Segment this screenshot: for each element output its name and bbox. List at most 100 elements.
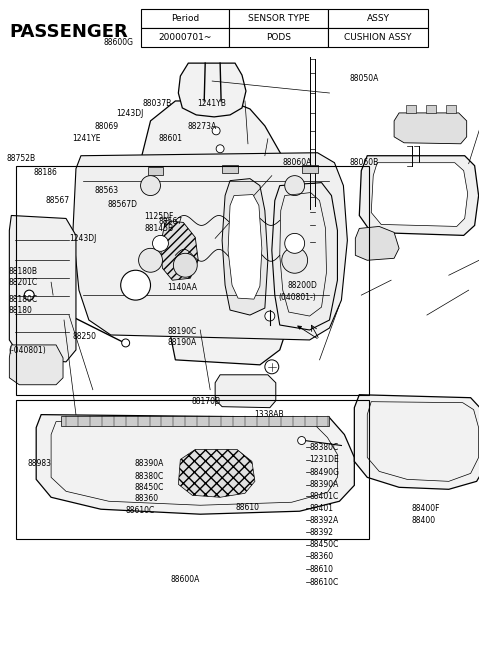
PathPatch shape — [355, 226, 399, 260]
PathPatch shape — [73, 153, 348, 340]
Bar — [16, 400, 369, 539]
Circle shape — [265, 360, 279, 374]
Circle shape — [173, 253, 197, 277]
Text: 88037B: 88037B — [142, 99, 171, 108]
Circle shape — [282, 247, 308, 273]
Text: 88983: 88983 — [28, 459, 52, 468]
Text: 1140AA: 1140AA — [168, 283, 197, 292]
Text: 88201C: 88201C — [9, 278, 37, 287]
Text: 88450C: 88450C — [134, 483, 163, 492]
PathPatch shape — [394, 113, 467, 144]
Text: 88273A: 88273A — [188, 122, 217, 131]
Polygon shape — [301, 165, 318, 173]
Text: 88752B: 88752B — [6, 154, 36, 164]
Circle shape — [212, 127, 220, 135]
Text: 88200D: 88200D — [288, 281, 318, 290]
Text: SENSOR TYPE: SENSOR TYPE — [248, 14, 310, 24]
PathPatch shape — [272, 182, 337, 330]
Text: 88145B: 88145B — [144, 224, 174, 233]
Text: 88250: 88250 — [72, 332, 96, 341]
Text: 88170B: 88170B — [192, 397, 220, 405]
Bar — [446, 105, 456, 113]
Text: 88567: 88567 — [159, 217, 183, 226]
PathPatch shape — [360, 156, 479, 235]
PathPatch shape — [215, 375, 276, 407]
Text: Period: Period — [171, 14, 199, 24]
Text: ASSY: ASSY — [367, 14, 390, 24]
Text: 88400F: 88400F — [412, 504, 440, 513]
Text: 88567: 88567 — [45, 196, 70, 205]
Text: 1231DE: 1231DE — [309, 455, 339, 464]
Circle shape — [153, 235, 168, 251]
PathPatch shape — [9, 345, 63, 385]
Circle shape — [141, 176, 160, 196]
Text: 1338AB: 1338AB — [254, 410, 284, 419]
Text: (040801-): (040801-) — [278, 293, 316, 302]
Bar — [406, 105, 416, 113]
Text: PODS: PODS — [266, 33, 291, 43]
PathPatch shape — [160, 220, 198, 280]
Text: 88190C: 88190C — [168, 327, 197, 336]
Text: 88390A: 88390A — [309, 480, 338, 489]
Bar — [16, 165, 369, 395]
Text: 88180: 88180 — [9, 306, 33, 315]
Text: 88392: 88392 — [309, 528, 333, 537]
Text: CUSHION ASSY: CUSHION ASSY — [345, 33, 412, 43]
Circle shape — [285, 233, 305, 253]
Circle shape — [139, 249, 162, 272]
Text: 88450C: 88450C — [309, 540, 338, 549]
Text: 1241YB: 1241YB — [197, 99, 226, 108]
Text: 88060B: 88060B — [350, 158, 379, 167]
Circle shape — [265, 311, 275, 321]
PathPatch shape — [9, 215, 76, 362]
Text: 88180B: 88180B — [9, 267, 37, 276]
PathPatch shape — [179, 449, 255, 497]
Bar — [141, 9, 229, 28]
PathPatch shape — [371, 163, 468, 226]
Bar — [141, 28, 229, 47]
Text: 88360: 88360 — [309, 552, 333, 560]
Text: 88190A: 88190A — [168, 338, 197, 347]
Text: 88360: 88360 — [134, 494, 158, 503]
Text: 88060A: 88060A — [283, 158, 312, 167]
PathPatch shape — [179, 63, 246, 117]
Text: 1243DJ: 1243DJ — [69, 234, 96, 243]
Text: 88380C: 88380C — [309, 443, 338, 452]
Circle shape — [285, 176, 305, 196]
Bar — [229, 28, 328, 47]
Polygon shape — [147, 167, 164, 175]
Circle shape — [120, 270, 151, 300]
Text: 88401C: 88401C — [309, 492, 338, 501]
Text: 1243DJ: 1243DJ — [116, 109, 144, 118]
Circle shape — [216, 145, 224, 153]
Text: 88490G: 88490G — [309, 468, 339, 477]
Text: 88392A: 88392A — [309, 516, 338, 525]
PathPatch shape — [36, 415, 354, 514]
PathPatch shape — [222, 179, 268, 315]
Bar — [328, 9, 428, 28]
Circle shape — [122, 339, 130, 347]
PathPatch shape — [139, 101, 305, 365]
Text: 88610C: 88610C — [125, 506, 155, 515]
Text: 88610C: 88610C — [309, 577, 338, 587]
Text: 88601: 88601 — [159, 133, 183, 143]
Text: 1241YE: 1241YE — [72, 133, 100, 143]
Bar — [426, 105, 436, 113]
Text: 88600G: 88600G — [103, 38, 133, 47]
Circle shape — [298, 436, 306, 445]
Text: 88610: 88610 — [309, 565, 333, 574]
Text: 88400: 88400 — [412, 516, 436, 525]
Text: 88567D: 88567D — [108, 200, 137, 209]
Bar — [328, 28, 428, 47]
Text: 88401: 88401 — [309, 504, 333, 513]
Text: 1125DF: 1125DF — [144, 212, 174, 221]
PathPatch shape — [228, 194, 262, 299]
Text: 88610: 88610 — [235, 503, 259, 512]
Text: 88186: 88186 — [34, 167, 58, 177]
Text: 88390A: 88390A — [134, 459, 163, 468]
Text: 88180C: 88180C — [9, 295, 37, 304]
Bar — [229, 9, 328, 28]
Text: 88380C: 88380C — [134, 472, 163, 481]
Text: 88050A: 88050A — [350, 74, 379, 83]
Text: 88069: 88069 — [95, 122, 119, 131]
